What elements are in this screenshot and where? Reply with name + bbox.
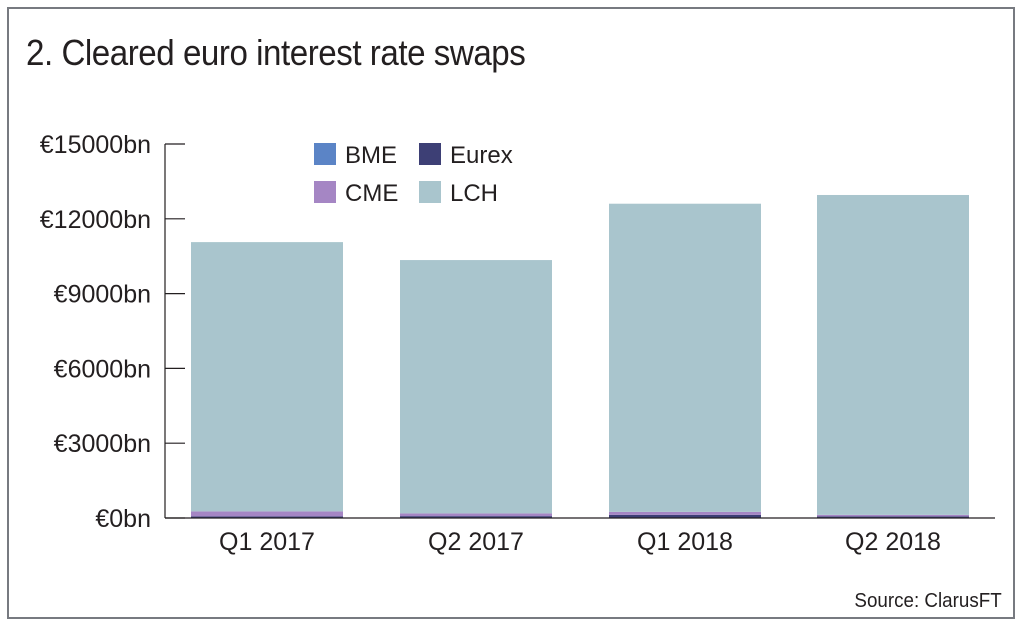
x-tick-label: Q2 2017: [428, 528, 524, 556]
legend-label-lch: LCH: [450, 180, 498, 207]
bar-eurex-2: [400, 516, 552, 518]
legend-label-bme: BME: [345, 142, 397, 169]
y-tick-label: €0bn: [95, 505, 151, 533]
bar-eurex-4: [817, 516, 969, 518]
bar-lch-3: [609, 203, 761, 512]
x-tick-label: Q1 2018: [637, 528, 733, 556]
bar-lch-4: [817, 194, 969, 515]
bar-cme-2: [400, 513, 552, 517]
legend-label-eurex: Eurex: [450, 142, 513, 169]
y-tick-label: €3000bn: [54, 430, 151, 458]
y-tick-label: €9000bn: [54, 281, 151, 309]
legend: BME Eurex CME LCH: [314, 142, 513, 207]
bar-cme-4: [817, 514, 969, 517]
y-tick-label: €15000bn: [40, 131, 151, 159]
legend-swatch-eurex: [419, 143, 441, 165]
legend-label-cme: CME: [345, 180, 398, 207]
x-tick-label: Q1 2017: [219, 528, 315, 556]
bar-eurex-1: [191, 516, 343, 518]
bar-lch-2: [400, 260, 552, 514]
y-tick-label: €12000bn: [40, 206, 151, 234]
y-tick-label: €6000bn: [54, 355, 151, 383]
source-note: Source: ClarusFT: [854, 590, 1002, 612]
legend-swatch-cme: [314, 181, 336, 203]
axes-group: €0bn €3000bn €6000bn €9000bn €12000bn €15000b…: [40, 131, 995, 556]
legend-swatch-lch: [419, 181, 441, 203]
bars-group: [191, 194, 969, 518]
legend-swatch-bme: [314, 143, 336, 165]
chart-title: 2. Cleared euro interest rate swaps: [26, 32, 526, 73]
bar-cme-3: [609, 511, 761, 515]
bar-eurex-3: [609, 514, 761, 518]
bar-cme-1: [191, 511, 343, 517]
x-tick-label: Q2 2018: [845, 528, 941, 556]
bar-lch-1: [191, 242, 343, 512]
